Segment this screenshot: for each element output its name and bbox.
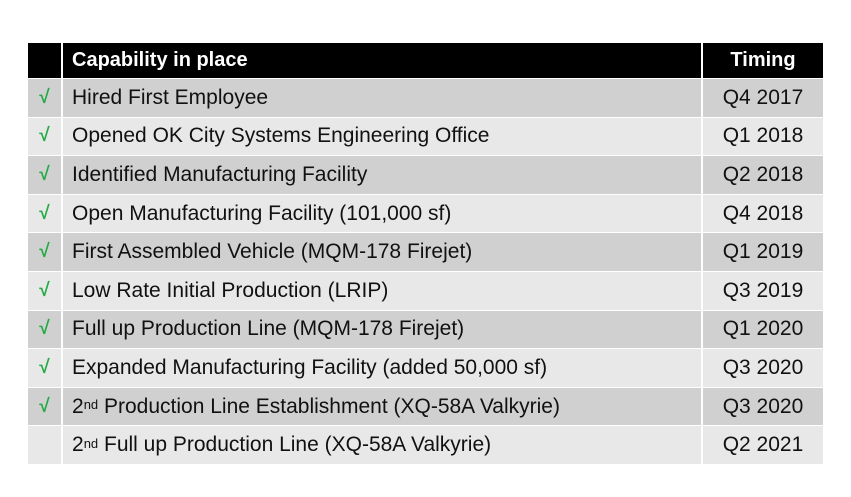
- capability-table: Capability in place Timing √ Hired First …: [28, 43, 823, 465]
- capability-cell: Expanded Manufacturing Facility (added 5…: [63, 349, 703, 387]
- timing-cell: Q3 2020: [722, 394, 804, 418]
- check-mark-icon: [28, 426, 63, 464]
- check-mark-icon: √: [28, 349, 63, 387]
- capability-cell: Opened OK City Systems Engineering Offic…: [63, 117, 703, 156]
- table-row: √ Hired First Employee Q4 2017: [28, 79, 823, 118]
- capability-text: Identified Manufacturing Facility: [72, 162, 368, 186]
- timing-cell: Q3 2020: [722, 355, 804, 379]
- capability-text: Hired First Employee: [72, 85, 269, 109]
- check-mark-icon: √: [28, 194, 63, 233]
- check-mark-icon: √: [28, 79, 63, 117]
- check-mark-icon: √: [28, 310, 63, 349]
- capability-cell: Low Rate Initial Production (LRIP): [63, 271, 703, 310]
- header-capability: Capability in place: [63, 43, 703, 78]
- timing-cell: Q4 2018: [722, 201, 804, 225]
- capability-cell: Full up Production Line (MQM-178 Firejet…: [63, 310, 703, 349]
- header-check-column: [28, 43, 63, 78]
- check-mark-icon: √: [28, 156, 63, 194]
- timing-cell: Q2 2018: [722, 162, 804, 186]
- capability-cell: First Assembled Vehicle (MQM-178 Firejet…: [63, 233, 703, 271]
- check-mark-icon: √: [28, 117, 63, 156]
- capability-text: Open Manufacturing Facility (101,000 sf): [72, 201, 452, 225]
- check-mark-icon: √: [28, 271, 63, 310]
- ordinal-suffix: nd: [83, 397, 99, 413]
- timing-cell: Q1 2020: [722, 317, 804, 341]
- capability-text: 2: [72, 394, 84, 418]
- timing-cell: Q1 2019: [722, 240, 804, 264]
- table-row: √ Opened OK City Systems Engineering Offi…: [28, 117, 823, 157]
- table-row: √ First Assembled Vehicle (MQM-178 Fireje…: [28, 233, 823, 272]
- capability-cell: Open Manufacturing Facility (101,000 sf): [63, 194, 703, 233]
- ordinal-suffix: nd: [83, 435, 99, 451]
- table-row: √ Open Manufacturing Facility (101,000 sf…: [28, 194, 823, 234]
- table-row: √ Full up Production Line (MQM-178 Fireje…: [28, 310, 823, 350]
- capability-text: 2: [72, 433, 84, 457]
- timing-cell: Q2 2021: [722, 433, 804, 457]
- timing-cell: Q4 2017: [722, 85, 804, 109]
- capability-text-rest: Production Line Establishment (XQ-58A Va…: [98, 394, 560, 418]
- table-row: √ Low Rate Initial Production (LRIP) Q3 20…: [28, 271, 823, 311]
- check-mark-icon: √: [28, 233, 63, 271]
- check-mark-icon: √: [28, 387, 63, 426]
- capability-cell: Hired First Employee: [63, 79, 703, 117]
- header-timing: Timing: [730, 49, 796, 71]
- capability-cell: Identified Manufacturing Facility: [63, 156, 703, 194]
- timing-cell: Q1 2018: [722, 124, 804, 148]
- capability-text: Opened OK City Systems Engineering Offic…: [72, 124, 490, 148]
- capability-text: Expanded Manufacturing Facility (added 5…: [72, 355, 548, 379]
- capability-text-rest: Full up Production Line (XQ-58A Valkyrie…: [98, 433, 492, 457]
- table-row: √ Expanded Manufacturing Facility (added …: [28, 349, 823, 388]
- table-row: √ Identified Manufacturing Facility Q2 201…: [28, 156, 823, 195]
- capability-text: Low Rate Initial Production (LRIP): [72, 278, 389, 302]
- timing-cell: Q3 2019: [722, 278, 804, 302]
- capability-text: Full up Production Line (MQM-178 Firejet…: [72, 317, 465, 341]
- table-header-row: Capability in place Timing: [28, 43, 823, 79]
- table-body: √ Hired First Employee Q4 2017 √ Opened OK C…: [28, 79, 823, 465]
- capability-text: First Assembled Vehicle (MQM-178 Firejet…: [72, 240, 473, 264]
